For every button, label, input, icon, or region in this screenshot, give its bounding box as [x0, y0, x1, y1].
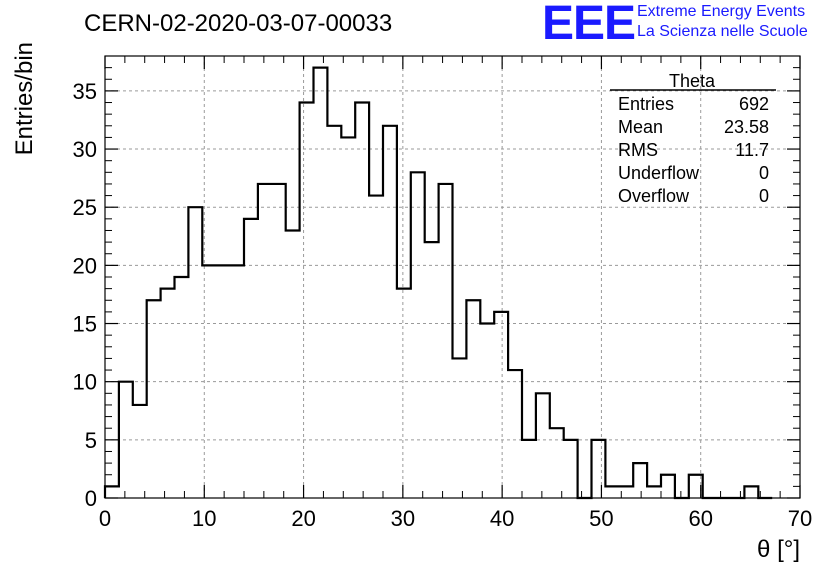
x-tick-label: 40: [490, 506, 514, 531]
y-tick-label: 5: [85, 428, 97, 453]
histogram-bin: [244, 219, 258, 498]
histogram-bin: [647, 486, 661, 498]
histogram-bin: [286, 230, 300, 498]
histogram-bin: [369, 196, 383, 498]
y-tick-label: 25: [73, 195, 97, 220]
histogram-bin: [272, 184, 286, 498]
histogram-bin: [744, 486, 758, 498]
histogram-bin: [439, 184, 453, 498]
stats-row-label: Mean: [618, 117, 663, 137]
histogram-bin: [605, 486, 619, 498]
y-tick-label: 35: [73, 79, 97, 104]
y-tick-label: 15: [73, 312, 97, 337]
histogram-bin: [119, 382, 133, 498]
x-tick-label: 10: [192, 506, 216, 531]
run-title: CERN-02-2020-03-07-00033: [84, 10, 393, 37]
histogram-bin: [522, 440, 536, 498]
histogram-bin: [188, 207, 202, 498]
histogram-bin: [147, 300, 161, 498]
tick-labels: 0 10 20 30 40 50 60 70 0 5 10 15 20 25 30 35: [73, 79, 813, 531]
histogram-bin: [466, 300, 480, 498]
stats-title: Theta: [669, 71, 716, 91]
histogram-bin: [327, 126, 341, 498]
histogram-bin: [550, 428, 564, 498]
histogram-bin: [258, 184, 272, 498]
histogram-bin: [661, 475, 675, 498]
histogram-bin: [202, 265, 216, 498]
histogram-bin: [216, 265, 230, 498]
histogram-outline: [103, 66, 773, 500]
histogram-bin: [230, 265, 244, 498]
axis-ticks: [104, 55, 801, 499]
histogram-bin: [453, 358, 467, 498]
histogram-bin: [592, 440, 606, 498]
logo-line-2: La Scienza nelle Scuole: [637, 23, 808, 40]
stats-row-value: 0: [759, 163, 769, 183]
y-tick-label: 0: [85, 486, 97, 511]
stats-row-label: Overflow: [618, 186, 690, 206]
stats-row-value: 692: [739, 94, 769, 114]
stats-row-value: 23.58: [724, 117, 769, 137]
histogram-bin: [536, 393, 550, 498]
histogram-bin: [133, 405, 147, 498]
histogram-bin: [411, 172, 425, 498]
y-tick-label: 10: [73, 370, 97, 395]
y-axis-label: Entries/bin: [11, 42, 38, 155]
histogram-bin: [494, 312, 508, 498]
x-tick-label: 30: [391, 506, 415, 531]
histogram-bin: [508, 370, 522, 498]
histogram-bin: [480, 324, 494, 498]
histogram-bin: [105, 486, 119, 498]
x-tick-label: 60: [688, 506, 712, 531]
stats-row-label: Underflow: [618, 163, 700, 183]
histogram-bin: [161, 289, 175, 498]
histogram-bin: [355, 103, 369, 498]
x-axis-label: θ [°]: [757, 536, 800, 563]
stats-row-label: Entries: [618, 94, 674, 114]
y-tick-label: 20: [73, 253, 97, 278]
x-tick-label: 70: [788, 506, 812, 531]
histogram-bin: [425, 242, 439, 498]
y-tick-label: 30: [73, 137, 97, 162]
histogram-bin: [564, 440, 578, 498]
histogram-bin: [383, 126, 397, 498]
histogram-bin: [175, 277, 189, 498]
x-tick-label: 0: [99, 506, 111, 531]
eee-logo: EEE: [542, 0, 636, 50]
histogram-bin: [300, 103, 314, 498]
stats-row-value: 11.7: [735, 140, 769, 160]
histogram-bin: [397, 289, 411, 498]
stats-row-label: RMS: [618, 140, 658, 160]
x-tick-label: 20: [291, 506, 315, 531]
x-tick-label: 50: [589, 506, 613, 531]
histogram-bin: [314, 68, 328, 498]
histogram-bin: [633, 463, 647, 498]
logo-line-1: Extreme Energy Events: [637, 3, 806, 20]
stats-box: Theta Entries 692 Mean 23.58 RMS 11.7 Underflo…: [610, 71, 776, 206]
stats-row-value: 0: [759, 186, 769, 206]
histogram-bin: [341, 137, 355, 498]
histogram-layer: [103, 66, 773, 500]
